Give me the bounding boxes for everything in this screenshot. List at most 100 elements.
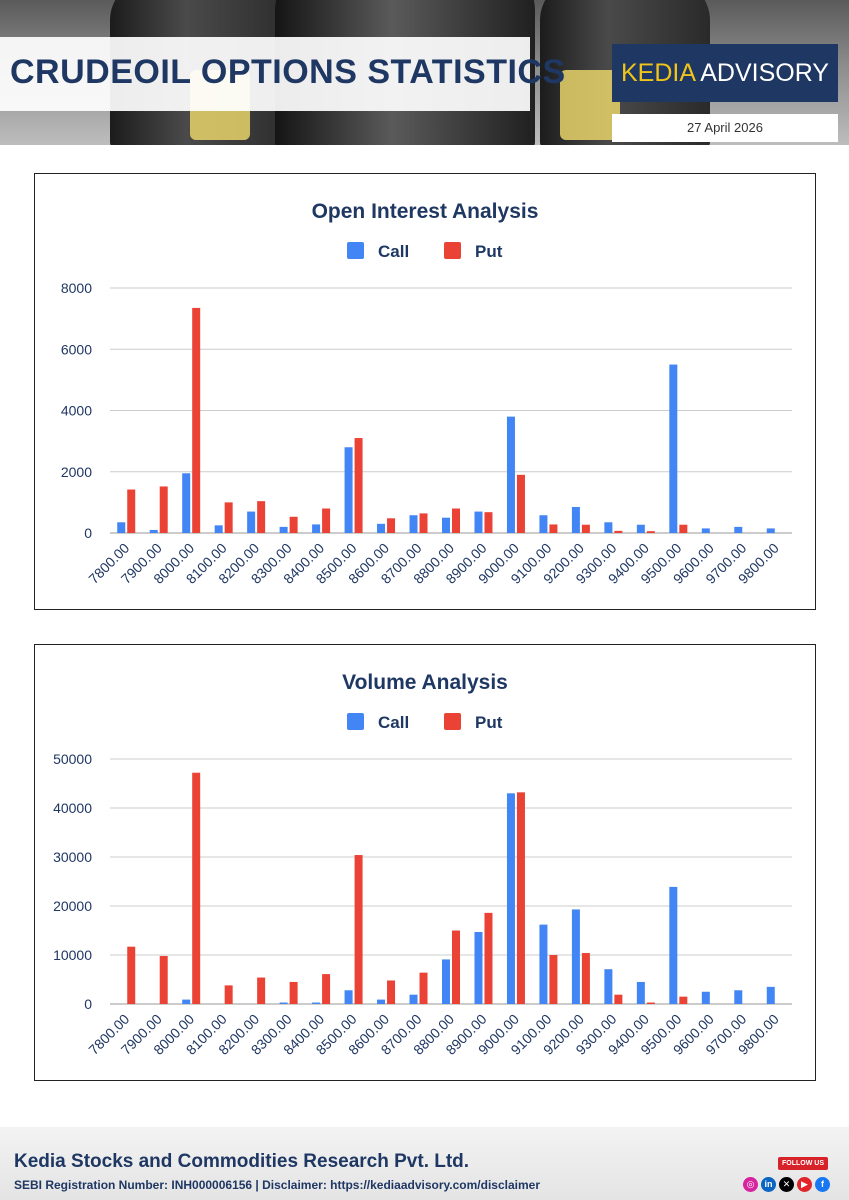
linkedin-icon[interactable]: in — [761, 1177, 776, 1192]
bar-put-9100.00 — [549, 524, 558, 533]
bar-call-9000.00 — [506, 793, 515, 1004]
facebook-icon[interactable]: f — [815, 1177, 830, 1192]
y-tick-label: 20000 — [53, 898, 92, 914]
bar-call-8800.00 — [442, 959, 450, 1004]
bar-call-8100.00 — [214, 525, 223, 533]
y-tick-label: 8000 — [61, 280, 92, 296]
instagram-icon[interactable]: ◎ — [743, 1177, 758, 1192]
bar-put-7800.00 — [127, 489, 136, 533]
bar-put-8400.00 — [322, 974, 331, 1004]
bar-call-8700.00 — [409, 515, 418, 533]
title-band — [0, 37, 530, 111]
open-interest-chart-svg: Open Interest Analysis Call Put 0 2000 4000 60… — [61, 200, 792, 587]
legend-swatch-put — [444, 713, 461, 730]
bar-put-9400.00 — [646, 1002, 655, 1004]
bar-call-9500.00 — [669, 886, 678, 1004]
legend-swatch-put — [444, 242, 461, 259]
oil-drop-icon — [560, 70, 620, 140]
bar-call-7800.00 — [117, 522, 126, 533]
bar-call-9000.00 — [506, 416, 515, 533]
bar-call-9100.00 — [539, 515, 548, 533]
bar-call-9700.00 — [734, 526, 743, 533]
youtube-icon[interactable]: ▶ — [797, 1177, 812, 1192]
bar-call-8000.00 — [182, 473, 191, 533]
bar-call-9200.00 — [571, 909, 580, 1004]
page-title: CRUDEOIL OPTIONS STATISTICS — [10, 53, 566, 91]
bar-call-9600.00 — [701, 991, 710, 1004]
bar-call-8300.00 — [279, 1002, 288, 1004]
brand-logo: KEDIA ADVISORY — [612, 44, 838, 102]
bar-put-9500.00 — [679, 996, 688, 1004]
bar-put-9000.00 — [516, 474, 525, 533]
bar-call-9100.00 — [539, 924, 548, 1004]
bar-put-9200.00 — [581, 953, 590, 1004]
bar-call-8500.00 — [344, 447, 353, 533]
bar-put-7900.00 — [159, 955, 168, 1004]
y-tick-label: 50000 — [53, 751, 92, 767]
bar-put-8600.00 — [387, 518, 396, 533]
bar-call-8800.00 — [442, 517, 450, 533]
bar-put-8700.00 — [419, 513, 428, 533]
report-date: 27 April 2026 — [612, 114, 838, 142]
bar-put-8000.00 — [192, 307, 201, 533]
bar-call-9800.00 — [766, 528, 775, 533]
brand-logo-part2: ADVISORY — [694, 59, 829, 87]
bar-call-9300.00 — [604, 522, 613, 533]
bar-put-8000.00 — [192, 772, 201, 1004]
bar-put-9300.00 — [614, 994, 623, 1004]
bar-call-8200.00 — [247, 511, 256, 533]
bar-call-9300.00 — [604, 969, 613, 1004]
bar-call-8600.00 — [377, 523, 386, 533]
bar-call-9500.00 — [669, 364, 678, 533]
y-tick-label: 0 — [84, 525, 92, 541]
y-tick-label: 30000 — [53, 849, 92, 865]
bar-put-7800.00 — [127, 946, 136, 1004]
bar-call-8400.00 — [312, 1002, 321, 1004]
y-tick-label: 2000 — [61, 464, 92, 480]
bar-put-8200.00 — [257, 977, 266, 1004]
bar-put-8800.00 — [452, 930, 460, 1004]
bar-call-9700.00 — [734, 990, 743, 1004]
bar-put-9100.00 — [549, 955, 558, 1004]
legend-label-put: Put — [475, 242, 503, 261]
bar-put-8800.00 — [452, 508, 460, 533]
footer-company-name: Kedia Stocks and Commodities Research Pv… — [14, 1151, 470, 1172]
bar-put-9200.00 — [581, 524, 590, 533]
bar-put-9300.00 — [614, 530, 623, 533]
volume-chart: Volume Analysis Call Put 0 10000 20000 30000 40… — [34, 644, 816, 1081]
bar-put-8300.00 — [289, 981, 298, 1004]
bar-put-9400.00 — [646, 531, 655, 533]
bar-put-8900.00 — [484, 912, 493, 1004]
y-tick-label: 4000 — [61, 403, 92, 419]
follow-us-badge[interactable]: FOLLOW US — [778, 1157, 828, 1170]
bar-put-8100.00 — [224, 985, 233, 1004]
bar-put-8900.00 — [484, 512, 493, 533]
bar-call-8700.00 — [409, 994, 418, 1004]
bar-put-7900.00 — [159, 486, 168, 533]
volume-chart-svg: Volume Analysis Call Put 0 10000 20000 30000 40… — [53, 671, 792, 1058]
y-tick-label: 40000 — [53, 800, 92, 816]
y-tick-label: 0 — [84, 996, 92, 1012]
y-tick-label: 10000 — [53, 947, 92, 963]
bar-put-8200.00 — [257, 501, 266, 533]
legend-swatch-call — [347, 713, 364, 730]
y-tick-label: 6000 — [61, 341, 92, 357]
bar-call-8300.00 — [279, 526, 288, 533]
bar-put-8500.00 — [354, 855, 363, 1004]
bar-call-9400.00 — [636, 981, 645, 1004]
bar-call-9400.00 — [636, 524, 645, 533]
bar-call-8400.00 — [312, 524, 321, 533]
bar-put-8500.00 — [354, 438, 363, 533]
brand-logo-part1: KEDIA — [621, 59, 695, 87]
bar-put-8300.00 — [289, 516, 298, 533]
legend-label-call: Call — [378, 242, 409, 261]
x-icon[interactable]: ✕ — [779, 1177, 794, 1192]
bar-put-8600.00 — [387, 980, 396, 1004]
bar-call-8000.00 — [182, 999, 191, 1004]
open-interest-chart: Open Interest Analysis Call Put 0 2000 4000 60… — [34, 173, 816, 610]
bar-put-8400.00 — [322, 508, 331, 533]
bar-put-9500.00 — [679, 524, 688, 533]
footer-registration: SEBI Registration Number: INH000006156 |… — [14, 1178, 540, 1192]
bar-call-8900.00 — [474, 511, 483, 533]
bar-put-8700.00 — [419, 972, 428, 1004]
